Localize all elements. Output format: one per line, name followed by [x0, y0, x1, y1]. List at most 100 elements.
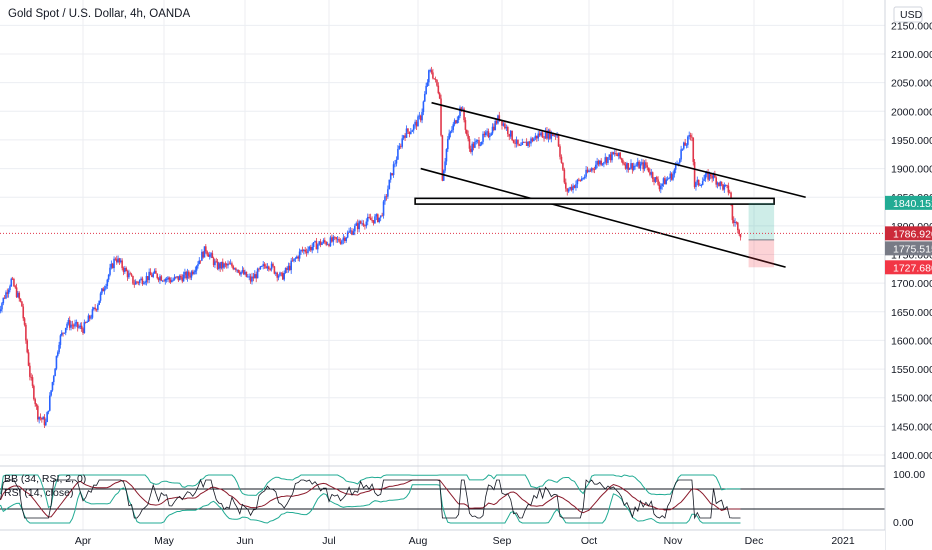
candle-body	[445, 149, 448, 162]
candle-body	[522, 142, 525, 143]
candle-body	[364, 225, 366, 227]
candle-body	[298, 251, 301, 259]
channel-upper-line	[431, 101, 806, 198]
candle-body	[681, 148, 684, 150]
candle-body	[589, 170, 592, 172]
time-axis-bg	[0, 530, 885, 550]
candle-body	[613, 153, 616, 155]
candle-body	[54, 368, 56, 377]
candle-body	[269, 269, 271, 270]
candle-body	[51, 382, 54, 391]
candle-body	[498, 115, 501, 121]
candle-body	[105, 286, 107, 289]
candle-body	[300, 249, 302, 252]
candle-body	[455, 120, 457, 124]
candle-body	[30, 376, 33, 378]
candle-body	[325, 242, 327, 245]
candle-body	[563, 169, 566, 183]
candle-body	[198, 260, 201, 265]
candle-body	[266, 266, 269, 269]
candle-body	[25, 324, 27, 341]
candle-body	[651, 172, 654, 179]
candle-body	[145, 276, 148, 283]
drawings-layer	[0, 101, 885, 268]
candle-body	[208, 254, 211, 257]
candle-body	[638, 161, 640, 169]
candle-body	[79, 325, 82, 328]
candle-body	[332, 236, 335, 242]
candle-body	[601, 163, 604, 165]
candle-body	[673, 169, 676, 175]
candle-body	[716, 182, 719, 185]
candle-body	[634, 165, 636, 167]
candle-body	[683, 142, 685, 149]
candle-body	[133, 283, 136, 285]
candle-body	[66, 323, 68, 328]
candle-body	[677, 162, 680, 164]
candle-body	[168, 277, 171, 280]
candle-body	[381, 215, 383, 217]
candle-body	[149, 271, 152, 276]
candle-body	[708, 172, 711, 180]
candle-body	[680, 149, 682, 160]
candle-body	[423, 94, 426, 102]
candle-body	[252, 276, 255, 279]
candle-body	[71, 324, 74, 326]
candle-body	[688, 135, 690, 137]
candle-body	[388, 179, 391, 190]
candle-body	[594, 164, 597, 170]
candle-body	[128, 273, 130, 278]
candle-body	[335, 237, 337, 240]
candle-body	[129, 273, 132, 275]
y-tick-label: 1950.000	[891, 135, 932, 147]
x-tick-label: Aug	[409, 535, 428, 547]
x-tick-label: Nov	[664, 535, 683, 547]
candle-body	[276, 272, 278, 278]
candle-body	[463, 108, 465, 121]
candle-body	[524, 141, 526, 143]
candle-body	[109, 267, 111, 275]
candle-body	[48, 395, 51, 411]
candle-body	[547, 130, 550, 139]
candle-body	[684, 142, 686, 146]
candle-body	[541, 132, 544, 138]
candle-body	[447, 139, 449, 150]
candle-body	[718, 182, 720, 186]
candle-body	[428, 70, 430, 83]
candle-body	[430, 70, 433, 73]
candle-body	[707, 172, 709, 180]
candle-body	[410, 131, 412, 134]
candle-body	[102, 288, 105, 292]
candle-body	[504, 123, 506, 129]
candle-body	[242, 269, 245, 275]
candle-body	[174, 276, 177, 278]
candle-body	[608, 154, 611, 158]
x-tick-label: May	[154, 535, 175, 547]
candle-body	[163, 280, 165, 282]
y-tick-label: 2150.000	[891, 20, 932, 32]
candle-body	[279, 272, 281, 276]
candle-body	[233, 268, 236, 270]
candle-body	[645, 162, 647, 166]
candle-body	[307, 249, 309, 253]
bb-lower-band	[0, 484, 741, 524]
candle-body	[23, 318, 26, 325]
candle-body	[517, 139, 519, 145]
candle-body	[173, 276, 176, 280]
candle-body	[265, 266, 267, 269]
candle-body	[41, 418, 43, 420]
candle-body	[628, 167, 631, 170]
candle-body	[169, 279, 172, 283]
candle-body	[328, 244, 330, 247]
candle-body	[537, 133, 540, 139]
candle-body	[45, 422, 47, 426]
candle-body	[137, 282, 140, 284]
candle-body	[479, 144, 482, 146]
candle-body	[495, 121, 498, 124]
candle-body	[399, 145, 402, 147]
candle-body	[452, 124, 455, 130]
candle-body	[289, 265, 291, 271]
candle-body	[326, 244, 329, 246]
candle-body	[368, 216, 370, 218]
